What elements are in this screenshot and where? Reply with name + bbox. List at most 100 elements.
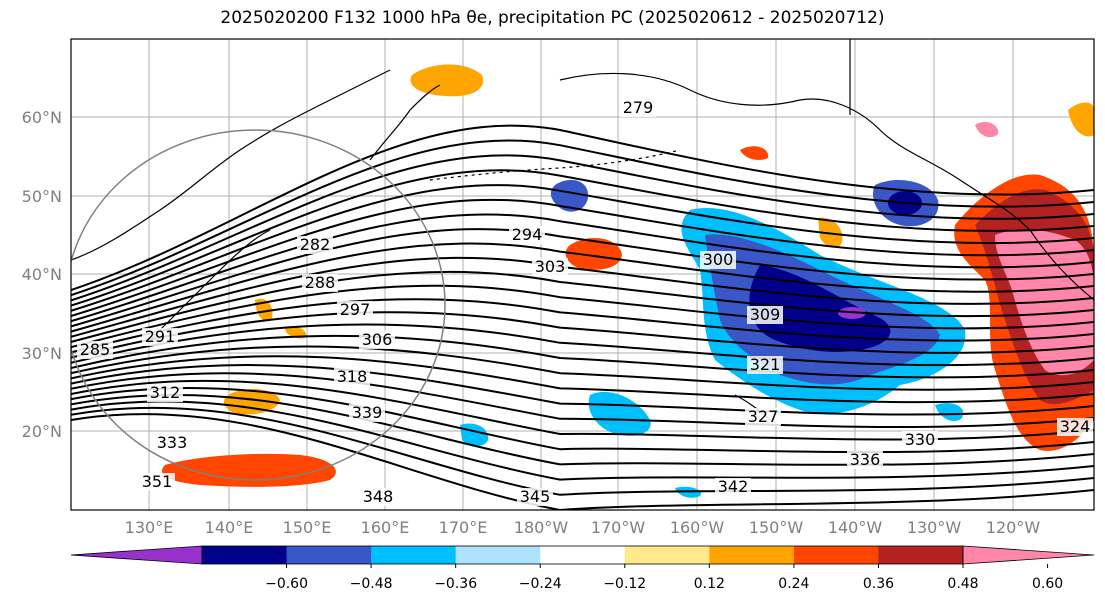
colorbar-tick-label: −0.48 bbox=[350, 576, 393, 592]
contour-label-bg bbox=[334, 368, 370, 386]
contour-label: 282 bbox=[300, 235, 331, 254]
contour-label: 285 bbox=[80, 340, 111, 359]
colorbar-extend-max bbox=[962, 545, 1095, 565]
contour-label: 294 bbox=[512, 225, 543, 244]
lat-label: 50°N bbox=[22, 187, 62, 206]
lon-label: 130°E bbox=[125, 518, 174, 537]
contour-label-bg bbox=[747, 306, 783, 324]
coastline-kamchatka bbox=[369, 84, 441, 161]
contour-label: 303 bbox=[535, 257, 566, 276]
contour-label-bg bbox=[337, 301, 373, 319]
lat-labels: 60°N 50°N 40°N 30°N 20°N bbox=[22, 108, 62, 441]
contour-label: 342 bbox=[718, 477, 749, 496]
contour-label-bg bbox=[517, 488, 553, 506]
colorbar-segment bbox=[371, 546, 457, 564]
theta-e-contour-line bbox=[71, 334, 1094, 379]
coastlines bbox=[71, 39, 1094, 421]
theta-e-contour-line bbox=[71, 124, 1094, 291]
colorbar-tick-label: 0.36 bbox=[863, 576, 894, 592]
contour-label-bg bbox=[1057, 418, 1093, 436]
lat-lon-grid bbox=[71, 39, 1094, 510]
theta-e-contour-line bbox=[71, 169, 1094, 307]
contour-label: 333 bbox=[157, 433, 188, 452]
colorbar-segment bbox=[624, 546, 710, 564]
theta-e-contour-line bbox=[71, 311, 1094, 359]
contour-label: 291 bbox=[145, 327, 176, 346]
contour-label-bg bbox=[509, 226, 545, 244]
contour-label-bg bbox=[747, 356, 783, 374]
contour-label-bg bbox=[349, 404, 385, 422]
colorbar: −0.60 −0.48 −0.36 −0.24 −0.12 0.12 0.24 0.36 0.4… bbox=[70, 545, 1095, 592]
contour-label: 327 bbox=[748, 407, 779, 426]
positive-precip-subtrop-b bbox=[161, 453, 336, 487]
contour-label: 351 bbox=[142, 472, 173, 491]
positive-precip-170w bbox=[565, 237, 622, 270]
negative-precip-dateline bbox=[550, 179, 589, 212]
lon-label: 120°W bbox=[986, 518, 1041, 537]
contour-label: 321 bbox=[750, 355, 781, 374]
theta-e-contour-line bbox=[71, 387, 1094, 454]
lon-label: 160°W bbox=[670, 518, 725, 537]
contour-label: 306 bbox=[362, 330, 393, 349]
theta-e-contour-line bbox=[71, 154, 1094, 302]
coastline-japan bbox=[149, 229, 271, 341]
contour-label-bg bbox=[139, 473, 175, 491]
theta-e-contour-line bbox=[71, 400, 1094, 481]
colorbar-extend-min bbox=[70, 545, 203, 565]
theta-e-contour-line bbox=[71, 242, 1094, 333]
lat-label: 30°N bbox=[22, 344, 62, 363]
contour-label-bg bbox=[147, 384, 183, 402]
contour-label: 330 bbox=[905, 430, 936, 449]
theta-e-contour-line bbox=[71, 406, 1094, 496]
colorbar-segment bbox=[878, 546, 964, 564]
positive-precip-alaska-coast bbox=[740, 146, 769, 160]
theta-e-contour-line bbox=[71, 323, 1094, 367]
colorbar-tick-label: 0.24 bbox=[778, 576, 809, 592]
contour-label-bg bbox=[745, 408, 781, 426]
lat-label: 20°N bbox=[22, 422, 62, 441]
colorbar-tick-label: −0.12 bbox=[603, 576, 646, 592]
contour-label-bg bbox=[700, 251, 736, 269]
coastline-alaska bbox=[559, 72, 1094, 301]
contour-label-bg bbox=[620, 99, 656, 117]
negative-precip-area-core bbox=[749, 265, 891, 352]
contour-label-bg bbox=[77, 341, 113, 359]
colorbar-frame bbox=[201, 545, 964, 565]
map-title: 2025020200 F132 1000 hPa θe, precipitati… bbox=[220, 8, 885, 28]
positive-precip-alaska bbox=[410, 64, 484, 97]
contour-label-bg bbox=[360, 488, 396, 506]
contour-label: 312 bbox=[150, 383, 181, 402]
contour-label: 279 bbox=[623, 98, 654, 117]
theta-e-contour-line bbox=[71, 345, 1094, 391]
contour-label: 300 bbox=[703, 250, 734, 269]
lon-label: 170°E bbox=[439, 518, 488, 537]
positive-precip-northeast bbox=[1068, 102, 1094, 137]
negative-precip-south-c bbox=[935, 403, 964, 422]
colorbar-segment bbox=[540, 546, 626, 564]
map-frame bbox=[70, 38, 1095, 511]
contour-label: 336 bbox=[850, 450, 881, 469]
colorbar-segment bbox=[455, 546, 541, 564]
colorbar-tick-label: 0.12 bbox=[694, 576, 725, 592]
theta-e-contour-line bbox=[71, 393, 1094, 466]
contour-label: 348 bbox=[363, 487, 394, 506]
lon-label: 180°W bbox=[514, 518, 569, 537]
theta-e-contour-line bbox=[71, 270, 1094, 343]
lon-label: 150°E bbox=[283, 518, 332, 537]
lon-labels: 130°E 140°E 150°E 160°E 170°E 180°W 170°W 160°W… bbox=[125, 518, 1041, 537]
coastline-asia bbox=[71, 69, 391, 261]
lon-label: 170°W bbox=[591, 518, 646, 537]
theta-e-contour-line bbox=[71, 213, 1094, 323]
colorbar-segment bbox=[202, 546, 288, 564]
colorbar-tick-label: −0.24 bbox=[519, 576, 562, 592]
lon-label: 160°E bbox=[361, 518, 410, 537]
theta-e-contour-line bbox=[71, 372, 1094, 429]
theta-e-contour-line bbox=[71, 198, 1094, 317]
contour-label: 318 bbox=[337, 367, 368, 386]
colorbar-segment bbox=[793, 546, 879, 564]
positive-precip-subtrop-a bbox=[223, 388, 280, 415]
colorbar-segment bbox=[709, 546, 795, 564]
theta-e-contour-line bbox=[71, 228, 1094, 328]
contour-label: 345 bbox=[520, 487, 551, 506]
contour-label-bg bbox=[902, 431, 938, 449]
